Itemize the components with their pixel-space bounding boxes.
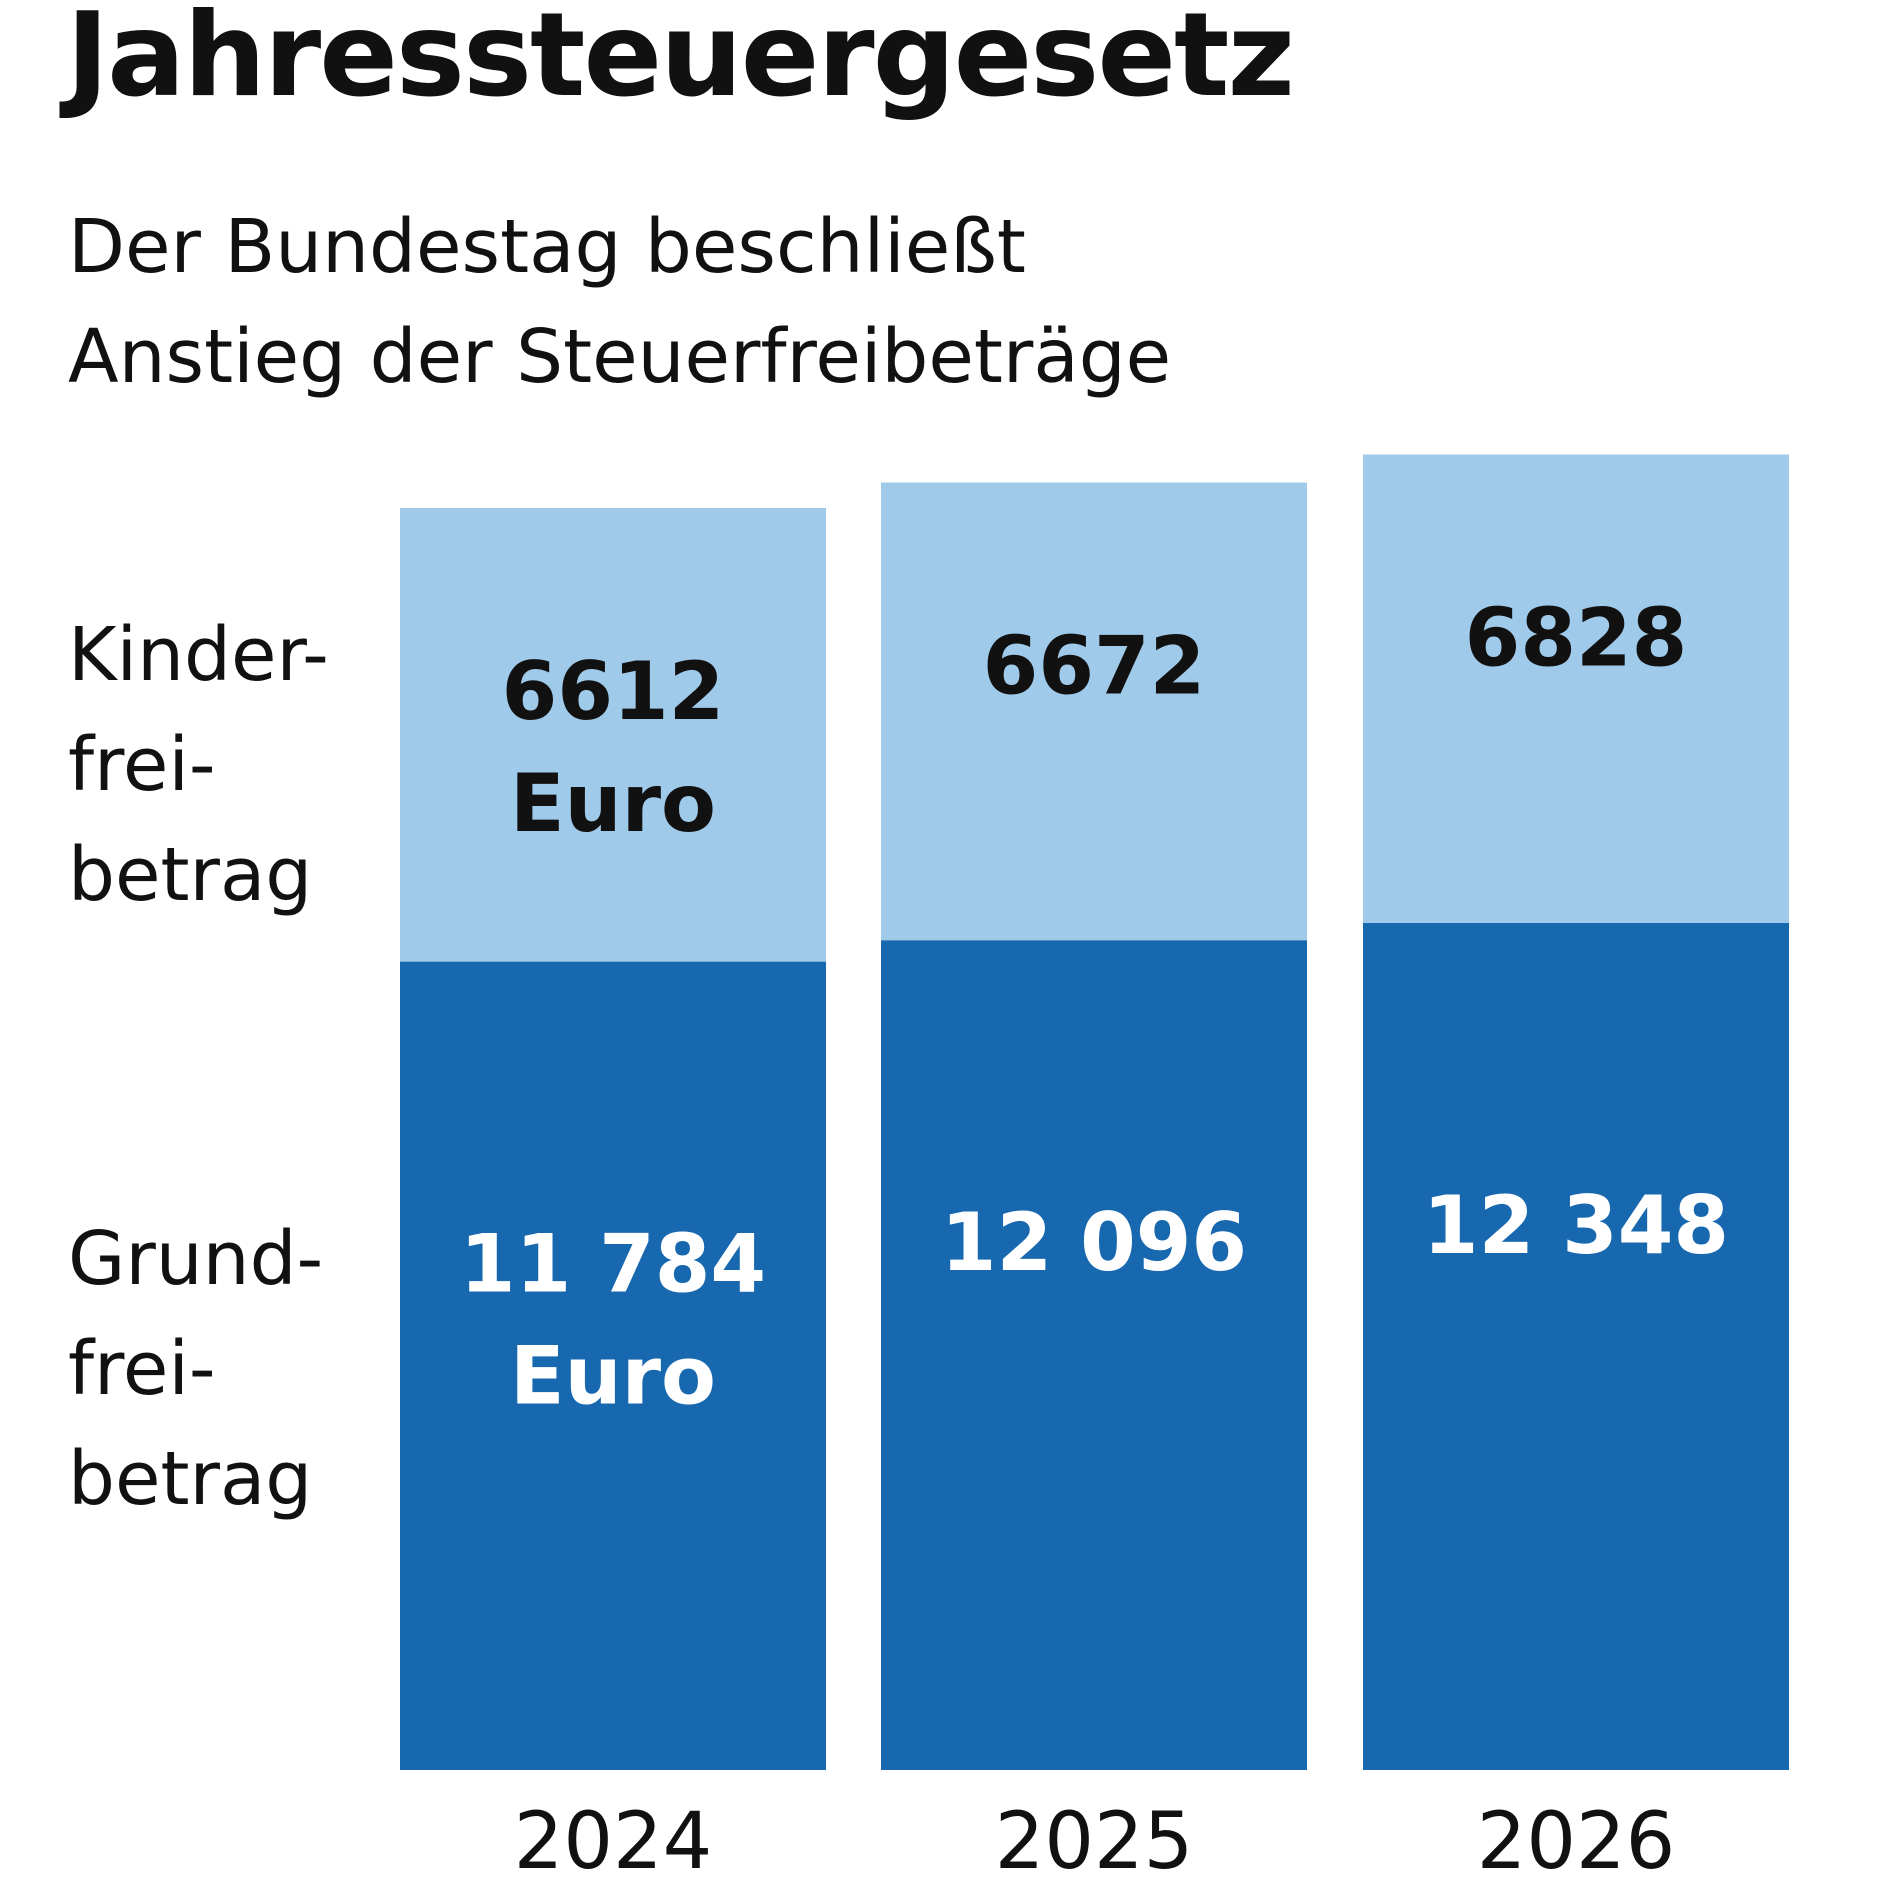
series-label-grundfreibetrag: betrag <box>68 1436 312 1522</box>
bar-grundfreibetrag-2025 <box>881 940 1307 1770</box>
subtitle-line-1: Der Bundestag beschließt <box>68 204 1026 290</box>
bar-kinderfreibetrag-2024 <box>400 508 826 962</box>
value-label-kinderfreibetrag-2025: 6672 <box>983 620 1206 713</box>
value-label-grundfreibetrag-2024: Euro <box>510 1330 716 1423</box>
x-tick-label-2024: 2024 <box>514 1797 713 1880</box>
series-label-kinderfreibetrag: Kinder- <box>68 612 329 698</box>
value-label-kinderfreibetrag-2026: 6828 <box>1465 592 1688 685</box>
value-label-grundfreibetrag-2024: 11 784 <box>460 1218 766 1311</box>
x-tick-label-2025: 2025 <box>995 1797 1194 1880</box>
bar-kinderfreibetrag-2026 <box>1363 454 1789 923</box>
value-label-grundfreibetrag-2026: 12 348 <box>1423 1179 1729 1272</box>
chart-subtitle: Der Bundestag beschließt Anstieg der Ste… <box>68 192 1171 412</box>
bar-grundfreibetrag-2026 <box>1363 922 1789 1770</box>
series-label-kinderfreibetrag: frei- <box>68 722 216 808</box>
bar-kinderfreibetrag-2025 <box>881 482 1307 941</box>
x-tick-label-2026: 2026 <box>1477 1797 1676 1880</box>
series-label-kinderfreibetrag: betrag <box>68 832 312 918</box>
series-label-grundfreibetrag: Grund- <box>68 1216 323 1302</box>
value-label-grundfreibetrag-2025: 12 096 <box>941 1196 1247 1289</box>
series-label-grundfreibetrag: frei- <box>68 1326 216 1412</box>
chart-title: Jahressteuergesetz <box>66 0 1295 123</box>
subtitle-line-2: Anstieg der Steuerfreibeträge <box>68 314 1172 400</box>
value-label-kinderfreibetrag-2024: 6612 <box>502 645 725 738</box>
value-label-kinderfreibetrag-2024: Euro <box>510 757 716 850</box>
bar-grundfreibetrag-2024 <box>400 961 826 1770</box>
